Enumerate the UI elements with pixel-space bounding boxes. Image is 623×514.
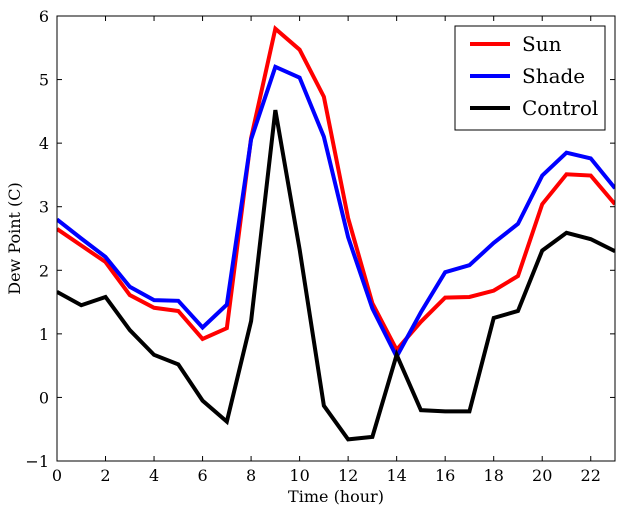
x-tick-label: 0 <box>52 466 62 485</box>
y-tick-label: 1 <box>39 325 49 344</box>
x-tick-label: 22 <box>581 466 601 485</box>
legend-label-shade: Shade <box>522 64 585 88</box>
y-tick-label: 4 <box>39 134 49 153</box>
series-line-shade <box>57 64 615 362</box>
plot-frame <box>56 15 616 462</box>
y-tick-label: 0 <box>39 388 49 407</box>
x-tick-label: 10 <box>289 466 309 485</box>
x-tick-label: 16 <box>435 466 455 485</box>
x-tick-label: 4 <box>149 466 159 485</box>
y-tick-label: 6 <box>39 7 49 26</box>
y-axis-label: Dew Point (C) <box>5 182 24 295</box>
plot-lines <box>57 25 615 442</box>
legend: Sun Shade Control <box>454 25 606 131</box>
x-tick-label: 2 <box>100 466 110 485</box>
y-tick-label: 5 <box>39 71 49 90</box>
x-tick-label: 8 <box>246 466 256 485</box>
x-tick-label: 14 <box>386 466 406 485</box>
x-axis-label: Time (hour) <box>288 487 384 506</box>
x-tick-label: 20 <box>532 466 552 485</box>
series-line-control <box>57 109 615 442</box>
y-tick-label: 2 <box>39 261 49 280</box>
x-tick-label: 18 <box>484 466 504 485</box>
series-line-sun <box>57 25 615 354</box>
y-tick-label: 3 <box>39 198 49 217</box>
y-tick-label: −1 <box>25 452 49 471</box>
legend-label-control: Control <box>522 96 598 120</box>
legend-label-sun: Sun <box>522 32 562 56</box>
x-tick-label: 12 <box>338 466 358 485</box>
axis-ticks <box>56 15 615 462</box>
x-tick-label: 6 <box>197 466 207 485</box>
